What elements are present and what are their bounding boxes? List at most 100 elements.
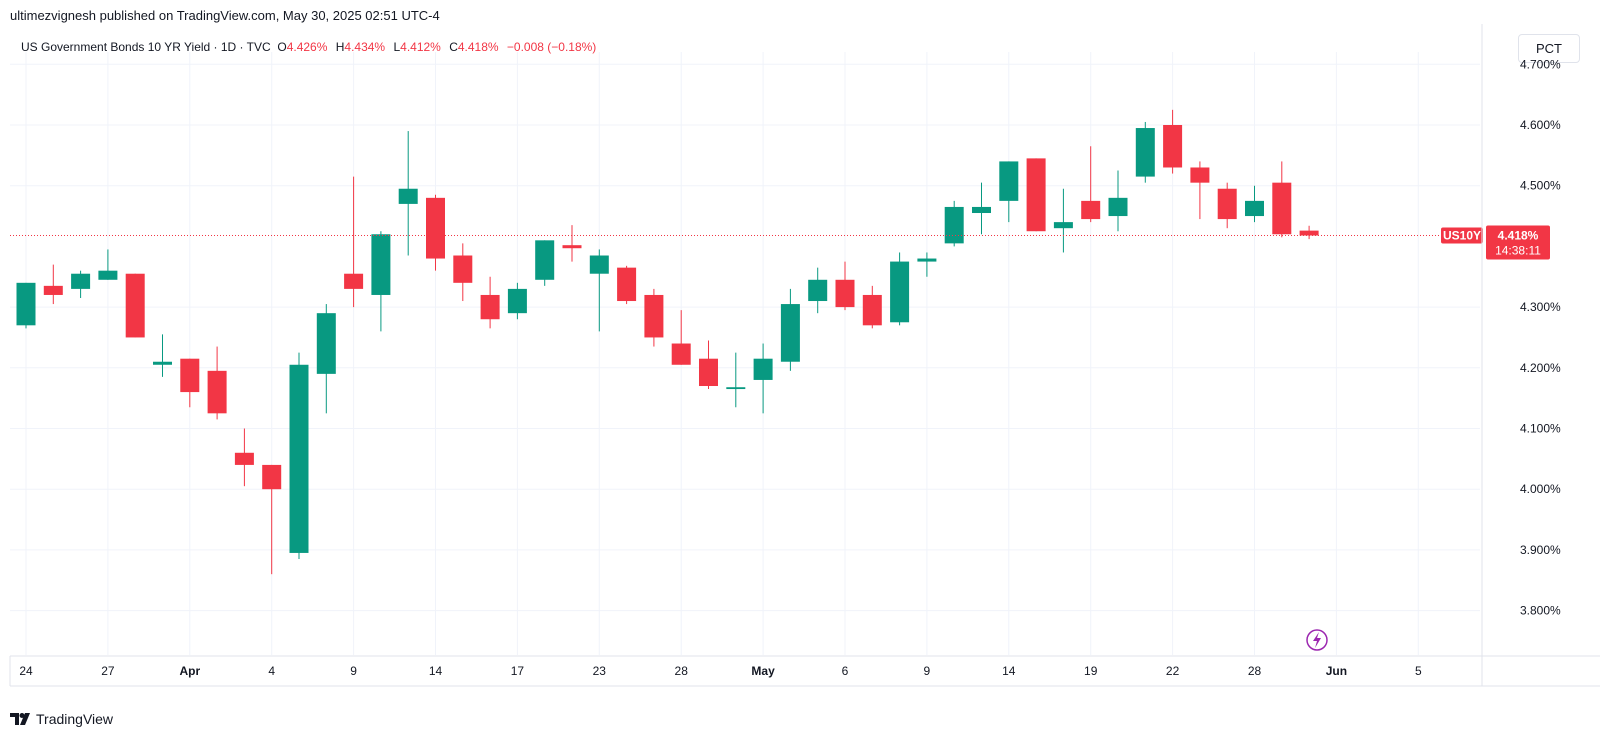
x-tick-label: 5 [1415,664,1422,678]
candle [371,231,391,332]
candle-body [699,358,718,387]
candle-body [125,273,145,338]
candle-body [1245,200,1264,217]
candle [617,265,637,305]
candle-body [917,258,937,262]
symbol-tag: US10Y [1443,228,1481,242]
y-tick-label: 3.900% [1520,543,1561,557]
y-tick-label: 4.200% [1520,361,1561,375]
candle [234,428,254,487]
open-label: O [277,40,287,54]
x-tick-label: 9 [350,664,357,678]
candle [1217,182,1237,229]
candle-body [972,206,991,214]
candle [262,464,282,575]
candles [16,109,1319,575]
candle [835,261,855,311]
candle [862,285,882,329]
candle [999,161,1019,223]
event-lightning-icon[interactable] [1306,629,1328,651]
candle-body [999,161,1019,201]
x-tick-label: 24 [19,664,33,678]
candle [644,288,664,347]
candle-body [207,370,227,414]
price-tag-value: 4.418% [1498,228,1539,242]
open-value: 4.426% [286,40,328,54]
symbol-tag-bg [1441,227,1483,244]
candle-body [16,282,36,326]
candle-body [644,294,664,338]
x-tick-label: May [751,664,775,678]
candle-body [835,279,855,308]
candle-body [507,288,527,314]
high-label: H [335,40,345,54]
candle-body [671,343,691,365]
symbol-title: US Government Bonds 10 YR Yield · 1D · T… [21,40,271,54]
x-tick-label: Jun [1326,664,1347,678]
candle [1026,158,1046,232]
x-tick-label: 4 [268,664,275,678]
candle [43,264,63,305]
candle-body [398,188,418,204]
close-value: 4.418% [457,40,499,54]
candle [1245,185,1264,223]
tradingview-logo[interactable]: TradingView [10,711,113,727]
candle [699,340,718,390]
candle-body [562,245,582,249]
x-tick-label: 28 [675,664,689,678]
candle [562,225,582,262]
candle-body [1026,158,1046,232]
candle-body [753,358,773,380]
candle [589,249,609,332]
candle [207,346,227,420]
x-tick-label: 9 [924,664,931,678]
candle-body [453,255,473,283]
candle [780,288,800,371]
high-value: 4.434% [344,40,386,54]
candle-body [262,464,282,490]
candle [180,358,200,408]
candle-body [43,285,63,295]
candle-body [153,361,172,365]
candlestick-chart[interactable]: US10Y 4.418%14:38:11 4.700%4.600%4.500%4.… [0,0,1600,700]
y-tick-label: 4.300% [1520,300,1561,314]
y-tick-label: 3.800% [1520,604,1561,618]
candle-body [1081,200,1101,220]
candle-body [1053,222,1073,229]
price-tag-bg [1486,225,1550,260]
candle-body [780,304,800,362]
candle-body [1135,128,1155,177]
x-tick-label: 27 [101,664,115,678]
candle-body [98,270,118,280]
y-tick-label: 4.500% [1520,179,1561,193]
candle [453,243,473,302]
x-tick-label: 28 [1248,664,1262,678]
overlay: US10Y 4.418%14:38:11 [10,225,1550,651]
candle [125,273,145,338]
candle [344,176,364,308]
y-tick-label: 4.000% [1520,482,1561,496]
candle [1108,170,1128,232]
candle [726,352,746,408]
candle [289,352,309,560]
candle-body [890,261,910,323]
y-tick-label: 4.100% [1520,422,1561,436]
pct-button[interactable]: PCT [1518,34,1580,63]
x-tick-label: 22 [1166,664,1180,678]
x-tick-label: 14 [1002,664,1016,678]
price-tag-countdown: 14:38:11 [1495,243,1541,257]
candle [671,310,691,365]
candle-body [1163,125,1183,168]
candle [753,343,773,414]
candle [16,282,36,329]
candle [808,267,828,314]
candle [426,194,445,271]
candle [890,252,910,326]
candle-body [726,387,746,390]
candle-body [535,240,555,280]
x-tick-label: 17 [511,664,525,678]
x-tick-label: 19 [1084,664,1098,678]
candle [398,131,418,256]
candle-body [371,234,391,295]
candle [972,182,991,235]
